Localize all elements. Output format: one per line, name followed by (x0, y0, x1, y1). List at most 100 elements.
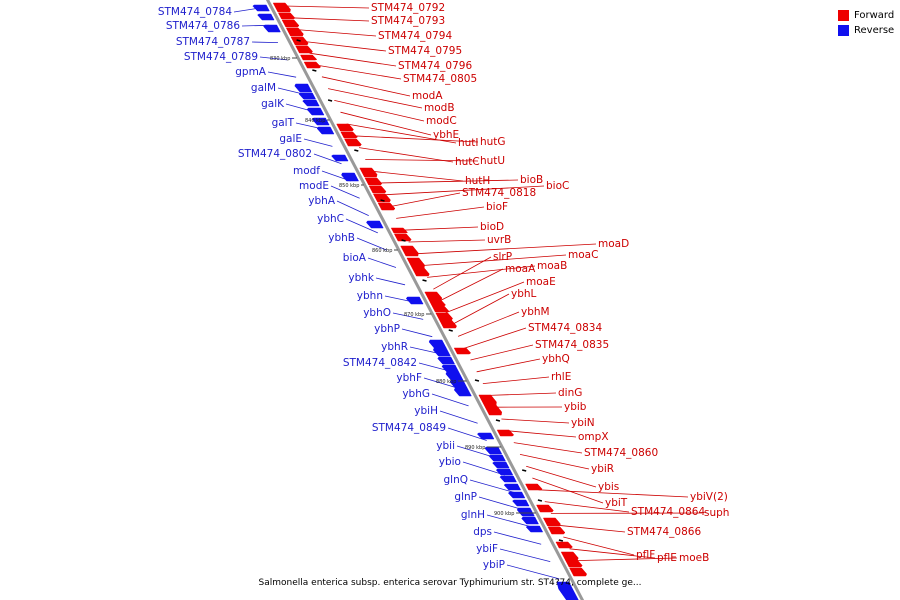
forward-gene-label[interactable]: hutI (458, 137, 479, 149)
reverse-gene-block[interactable] (499, 475, 517, 483)
reverse-gene-block[interactable] (366, 220, 384, 229)
forward-gene-label[interactable]: bioC (546, 180, 569, 192)
reverse-gene-block[interactable] (306, 107, 325, 116)
reverse-gene-label[interactable]: ybhR (381, 341, 408, 353)
reverse-gene-label[interactable]: ybhF (396, 372, 422, 384)
forward-gene-label[interactable]: ybhM (521, 306, 550, 318)
reverse-gene-block[interactable] (495, 468, 514, 476)
forward-gene-label[interactable]: STM474_0864 (631, 506, 705, 518)
forward-gene-label[interactable]: STM474_0793 (371, 15, 445, 27)
reverse-gene-block[interactable] (556, 581, 579, 600)
forward-gene-block[interactable] (525, 483, 543, 491)
reverse-gene-block[interactable] (484, 446, 503, 455)
reverse-gene-block[interactable] (312, 117, 330, 126)
forward-gene-block[interactable] (390, 227, 409, 234)
forward-gene-label[interactable]: STM474_0794 (378, 30, 452, 42)
reverse-gene-label[interactable]: ybiP (483, 559, 505, 571)
forward-gene-block[interactable] (439, 319, 457, 329)
forward-gene-label[interactable]: moaD (598, 238, 629, 250)
forward-gene-label[interactable]: ybhE (433, 129, 459, 141)
reverse-gene-label[interactable]: modf (293, 165, 320, 177)
forward-gene-label[interactable]: STM474_0818 (462, 187, 536, 199)
reverse-gene-block[interactable] (507, 491, 526, 499)
reverse-gene-block[interactable] (428, 339, 447, 349)
reverse-gene-block[interactable] (516, 507, 535, 517)
reverse-gene-label[interactable]: ybhB (328, 232, 355, 244)
forward-gene-block[interactable] (372, 193, 391, 203)
forward-gene-block[interactable] (344, 138, 362, 147)
forward-gene-label[interactable]: modC (426, 115, 457, 127)
reverse-gene-label[interactable]: ybhk (348, 272, 375, 284)
reverse-gene-block[interactable] (488, 454, 506, 462)
forward-gene-block[interactable] (300, 54, 318, 61)
reverse-gene-block[interactable] (476, 432, 495, 440)
forward-gene-label[interactable]: STM474_0835 (535, 339, 609, 351)
reverse-gene-block[interactable] (449, 379, 468, 389)
reverse-gene-block[interactable] (503, 483, 522, 491)
forward-gene-block[interactable] (424, 291, 443, 301)
reverse-gene-block[interactable] (298, 92, 316, 100)
forward-gene-block[interactable] (278, 12, 296, 20)
forward-gene-block[interactable] (364, 177, 383, 186)
reverse-gene-block[interactable] (453, 387, 472, 397)
forward-gene-label[interactable]: hutH (465, 175, 490, 187)
forward-gene-block[interactable] (411, 267, 430, 277)
reverse-gene-label[interactable]: ybio (439, 456, 461, 468)
forward-gene-block[interactable] (285, 27, 304, 37)
forward-gene-label[interactable]: moaB (537, 260, 567, 272)
forward-gene-block[interactable] (560, 551, 579, 561)
forward-gene-label[interactable]: STM474_0866 (627, 526, 701, 538)
forward-gene-label[interactable]: STM474_0795 (388, 45, 462, 57)
forward-gene-block[interactable] (340, 131, 358, 139)
forward-gene-label[interactable]: STM474_0796 (398, 60, 472, 72)
forward-gene-label[interactable]: pflE (657, 552, 677, 564)
reverse-gene-block[interactable] (437, 356, 455, 365)
forward-gene-label[interactable]: ybiR (591, 463, 614, 475)
reverse-gene-block[interactable] (441, 364, 460, 373)
forward-gene-label[interactable]: ybis (598, 481, 619, 493)
forward-gene-block[interactable] (368, 185, 387, 194)
reverse-gene-label[interactable]: glnQ (443, 474, 468, 486)
reverse-gene-label[interactable]: STM474_0842 (343, 357, 417, 369)
reverse-gene-block[interactable] (263, 24, 281, 33)
forward-gene-label[interactable]: STM474_0860 (584, 447, 658, 459)
forward-gene-block[interactable] (406, 257, 425, 269)
forward-gene-label[interactable]: ompX (578, 431, 609, 443)
forward-gene-label[interactable]: ybiT (605, 497, 628, 509)
forward-gene-block[interactable] (542, 517, 561, 527)
reverse-gene-label[interactable]: ybhA (308, 195, 336, 207)
forward-gene-block[interactable] (496, 429, 515, 437)
reverse-gene-label[interactable]: ybhC (317, 213, 344, 225)
reverse-gene-block[interactable] (316, 126, 335, 135)
reverse-gene-label[interactable]: STM474_0789 (184, 51, 258, 63)
forward-gene-block[interactable] (400, 245, 419, 257)
reverse-gene-label[interactable]: ybiF (476, 543, 498, 555)
forward-gene-block[interactable] (428, 299, 446, 307)
reverse-gene-block[interactable] (445, 371, 464, 381)
reverse-gene-label[interactable]: dps (473, 526, 492, 538)
reverse-gene-label[interactable]: galE (279, 133, 302, 145)
reverse-gene-block[interactable] (302, 99, 320, 107)
reverse-gene-label[interactable]: galM (251, 82, 276, 94)
forward-gene-label[interactable]: moaC (568, 249, 598, 261)
forward-gene-label[interactable]: bioF (486, 201, 508, 213)
forward-gene-block[interactable] (281, 19, 300, 28)
reverse-gene-label[interactable]: STM474_0784 (158, 6, 232, 18)
forward-gene-label[interactable]: bioD (480, 221, 504, 233)
reverse-gene-block[interactable] (294, 83, 313, 93)
reverse-gene-label[interactable]: ybhP (374, 323, 400, 335)
forward-gene-label[interactable]: ybhQ (542, 353, 570, 365)
forward-gene-block[interactable] (483, 404, 502, 416)
reverse-gene-block[interactable] (432, 347, 451, 357)
forward-gene-label[interactable]: modA (412, 90, 443, 102)
forward-gene-label[interactable]: hutG (480, 136, 506, 148)
reverse-gene-label[interactable]: glnP (454, 491, 477, 503)
reverse-gene-label[interactable]: glnH (461, 509, 485, 521)
forward-gene-block[interactable] (453, 347, 472, 355)
reverse-gene-label[interactable]: galT (272, 117, 295, 129)
reverse-gene-label[interactable]: gpmA (235, 66, 267, 78)
forward-gene-block[interactable] (536, 504, 554, 513)
reverse-gene-block[interactable] (521, 516, 539, 525)
forward-gene-block[interactable] (478, 394, 497, 406)
reverse-gene-label[interactable]: ybii (436, 440, 455, 452)
